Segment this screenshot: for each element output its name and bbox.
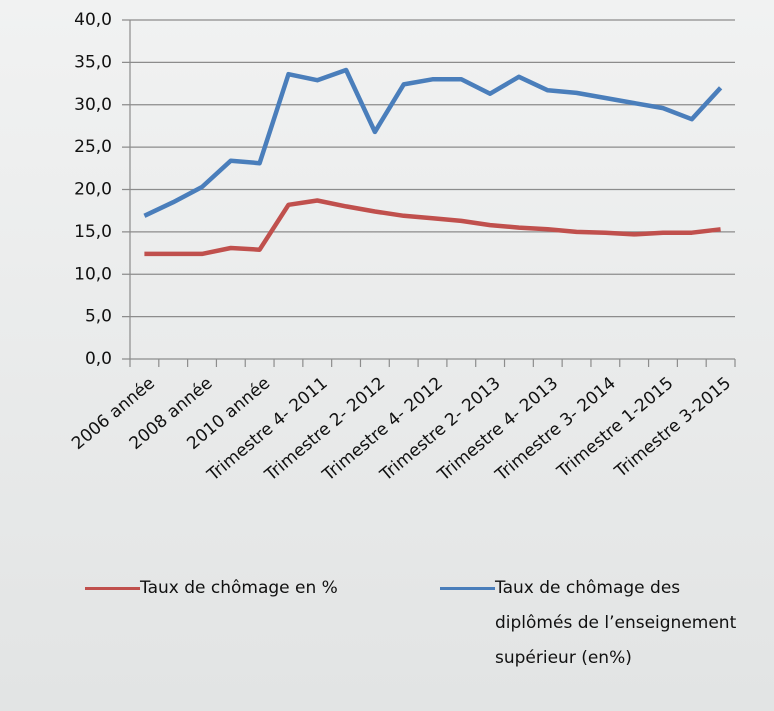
legend-entry: Taux de chômage en % xyxy=(85,571,338,606)
y-tick-label: 25,0 xyxy=(74,137,112,157)
y-tick-label: 20,0 xyxy=(74,180,112,200)
legend-entry: Taux de chômage des diplômés de l’enseig… xyxy=(440,571,760,676)
legend-label: Taux de chômage en % xyxy=(140,578,338,598)
series-line xyxy=(143,67,723,218)
legend-label: Taux de chômage des diplômés de l’enseig… xyxy=(495,578,737,668)
y-tick-label: 30,0 xyxy=(74,95,112,115)
y-tick-label: 35,0 xyxy=(74,52,112,72)
series-line xyxy=(144,198,721,257)
y-tick-label: 5,0 xyxy=(85,307,112,327)
y-tick-label: 0,0 xyxy=(85,349,112,369)
legend-swatch xyxy=(440,587,495,590)
y-tick-label: 40,0 xyxy=(74,10,112,30)
y-tick-label: 10,0 xyxy=(74,264,112,284)
legend-swatch xyxy=(85,587,140,590)
y-tick-label: 15,0 xyxy=(74,222,112,242)
